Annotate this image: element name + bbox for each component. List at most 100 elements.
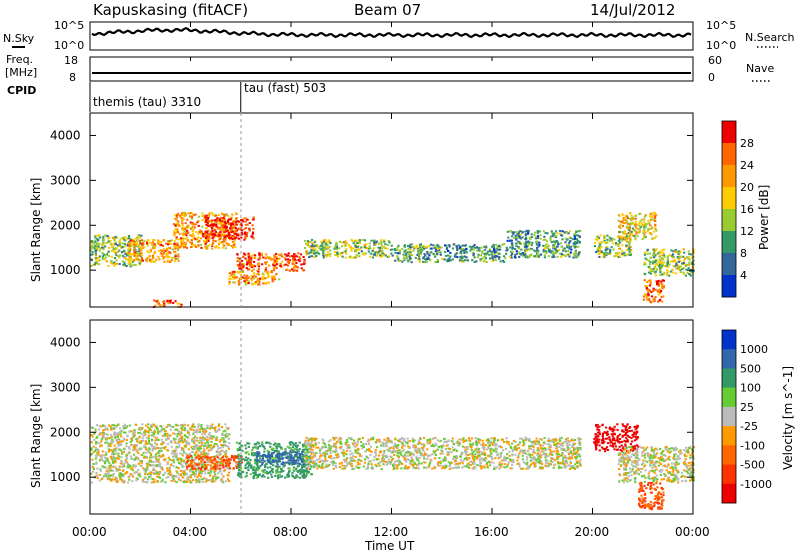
- data-cell: [610, 246, 613, 249]
- data-cell: [213, 215, 216, 217]
- data-cell: [565, 231, 568, 234]
- data-cell: [428, 252, 432, 255]
- colorbar-tick-label: 8: [740, 247, 747, 260]
- data-cell: [135, 479, 138, 482]
- data-cell: [546, 232, 549, 235]
- data-cell: [219, 216, 222, 219]
- data-cell: [197, 215, 200, 218]
- data-cell: [162, 256, 165, 259]
- data-cell: [223, 221, 226, 224]
- data-cell: [203, 433, 206, 436]
- data-cell: [197, 464, 200, 467]
- data-cell: [682, 271, 685, 274]
- data-cell: [301, 451, 304, 453]
- data-cell: [236, 253, 239, 256]
- data-cell: [201, 480, 204, 483]
- data-cell: [190, 462, 193, 465]
- data-cell: [244, 466, 247, 469]
- data-cell: [153, 429, 156, 432]
- data-cell: [260, 469, 263, 472]
- data-cell: [222, 470, 225, 473]
- data-cell: [122, 254, 125, 257]
- data-cell: [225, 426, 228, 429]
- data-cell: [204, 442, 207, 445]
- data-cell: [251, 270, 254, 272]
- data-cell: [211, 213, 214, 216]
- colorbar-tick-label: 28: [740, 137, 754, 150]
- data-cell: [170, 425, 173, 428]
- noise-left-tick-bottom: 10^0: [54, 39, 84, 52]
- data-cell: [184, 222, 187, 225]
- data-cell: [301, 466, 304, 468]
- data-cell: [91, 253, 94, 256]
- data-cell: [261, 276, 264, 279]
- data-cell: [208, 212, 211, 215]
- data-cell: [135, 258, 138, 261]
- data-cell: [654, 227, 657, 230]
- data-cell: [173, 256, 176, 259]
- data-cell: [195, 481, 198, 484]
- data-cell: [286, 445, 289, 448]
- data-cell: [292, 459, 295, 462]
- data-cell: [198, 467, 201, 470]
- data-cell: [551, 250, 554, 253]
- data-cell: [277, 445, 280, 448]
- data-cell: [521, 231, 524, 234]
- data-cell: [264, 466, 267, 468]
- data-cell: [102, 459, 105, 462]
- data-cell: [182, 459, 186, 462]
- data-cell: [272, 262, 275, 265]
- data-cell: [204, 468, 207, 470]
- data-cell: [527, 229, 530, 232]
- data-cell: [231, 230, 234, 233]
- data-cell: [97, 434, 100, 437]
- data-cell: [256, 279, 259, 282]
- data-cell: [189, 234, 192, 236]
- data-cell: [196, 221, 199, 224]
- data-cell: [137, 462, 140, 465]
- data-cell: [254, 471, 257, 474]
- data-cell: [661, 254, 664, 257]
- data-cell: [621, 244, 624, 247]
- data-cell: [214, 465, 217, 468]
- data-cell: [132, 435, 135, 438]
- data-cell: [453, 255, 457, 258]
- data-cell: [350, 246, 353, 249]
- data-cell: [194, 446, 197, 449]
- data-cell: [289, 458, 292, 461]
- data-cell: [210, 222, 214, 225]
- data-cell: [418, 243, 421, 246]
- data-cell: [187, 212, 190, 215]
- data-cell: [148, 428, 151, 431]
- data-cell: [224, 230, 227, 233]
- data-cell: [318, 247, 321, 250]
- data-cell: [305, 474, 308, 477]
- data-cell: [639, 226, 642, 229]
- data-cell: [455, 252, 458, 255]
- data-cell: [291, 255, 294, 257]
- data-cell: [164, 249, 167, 252]
- data-cell: [658, 258, 661, 261]
- data-cell: [225, 459, 228, 462]
- data-cell: [181, 234, 184, 237]
- data-cell: [398, 252, 401, 255]
- data-cell: [226, 234, 229, 237]
- data-cell: [209, 472, 212, 475]
- data-cell: [258, 454, 261, 457]
- data-cell: [628, 226, 632, 229]
- data-cell: [579, 229, 582, 232]
- data-cell: [609, 237, 612, 240]
- data-cell: [175, 245, 178, 248]
- data-cell: [94, 245, 97, 248]
- data-cell: [652, 248, 655, 251]
- data-cell: [110, 479, 113, 482]
- data-cell: [212, 446, 215, 449]
- data-cell: [163, 441, 166, 444]
- data-cell: [215, 220, 218, 223]
- data-cell: [677, 258, 680, 261]
- data-cell: [227, 463, 230, 465]
- data-cell: [224, 423, 227, 426]
- data-cell: [98, 479, 101, 482]
- data-cell: [533, 249, 536, 252]
- data-cell: [670, 249, 673, 252]
